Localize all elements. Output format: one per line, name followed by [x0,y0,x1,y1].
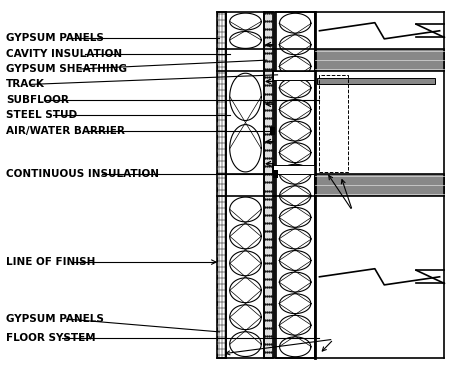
Text: AIR/WATER BARRIER: AIR/WATER BARRIER [6,126,125,136]
Text: GYPSUM PANELS: GYPSUM PANELS [6,314,104,324]
Bar [319,75,348,172]
Bar [317,78,435,84]
Text: TRACK: TRACK [6,80,45,90]
Bar [264,13,273,357]
Text: GYPSUM SHEATHING: GYPSUM SHEATHING [6,64,127,74]
Bar [226,13,264,357]
Bar [315,49,444,71]
Text: STEEL STUD: STEEL STUD [6,110,77,120]
Text: SUBFLOOR: SUBFLOOR [6,95,69,105]
Bar [276,13,315,357]
Text: FLOOR SYSTEM: FLOOR SYSTEM [6,333,96,343]
Text: CONTINUOUS INSULATION: CONTINUOUS INSULATION [6,169,159,179]
Bar [315,174,444,196]
Bar [273,165,315,174]
Text: GYPSUM PANELS: GYPSUM PANELS [6,33,104,43]
Bar [273,71,315,80]
Bar [273,13,276,357]
Bar [273,170,278,178]
Bar [217,13,226,357]
Bar [271,127,275,135]
Text: LINE OF FINISH: LINE OF FINISH [6,257,95,267]
Text: CAVITY INSULATION: CAVITY INSULATION [6,48,122,58]
